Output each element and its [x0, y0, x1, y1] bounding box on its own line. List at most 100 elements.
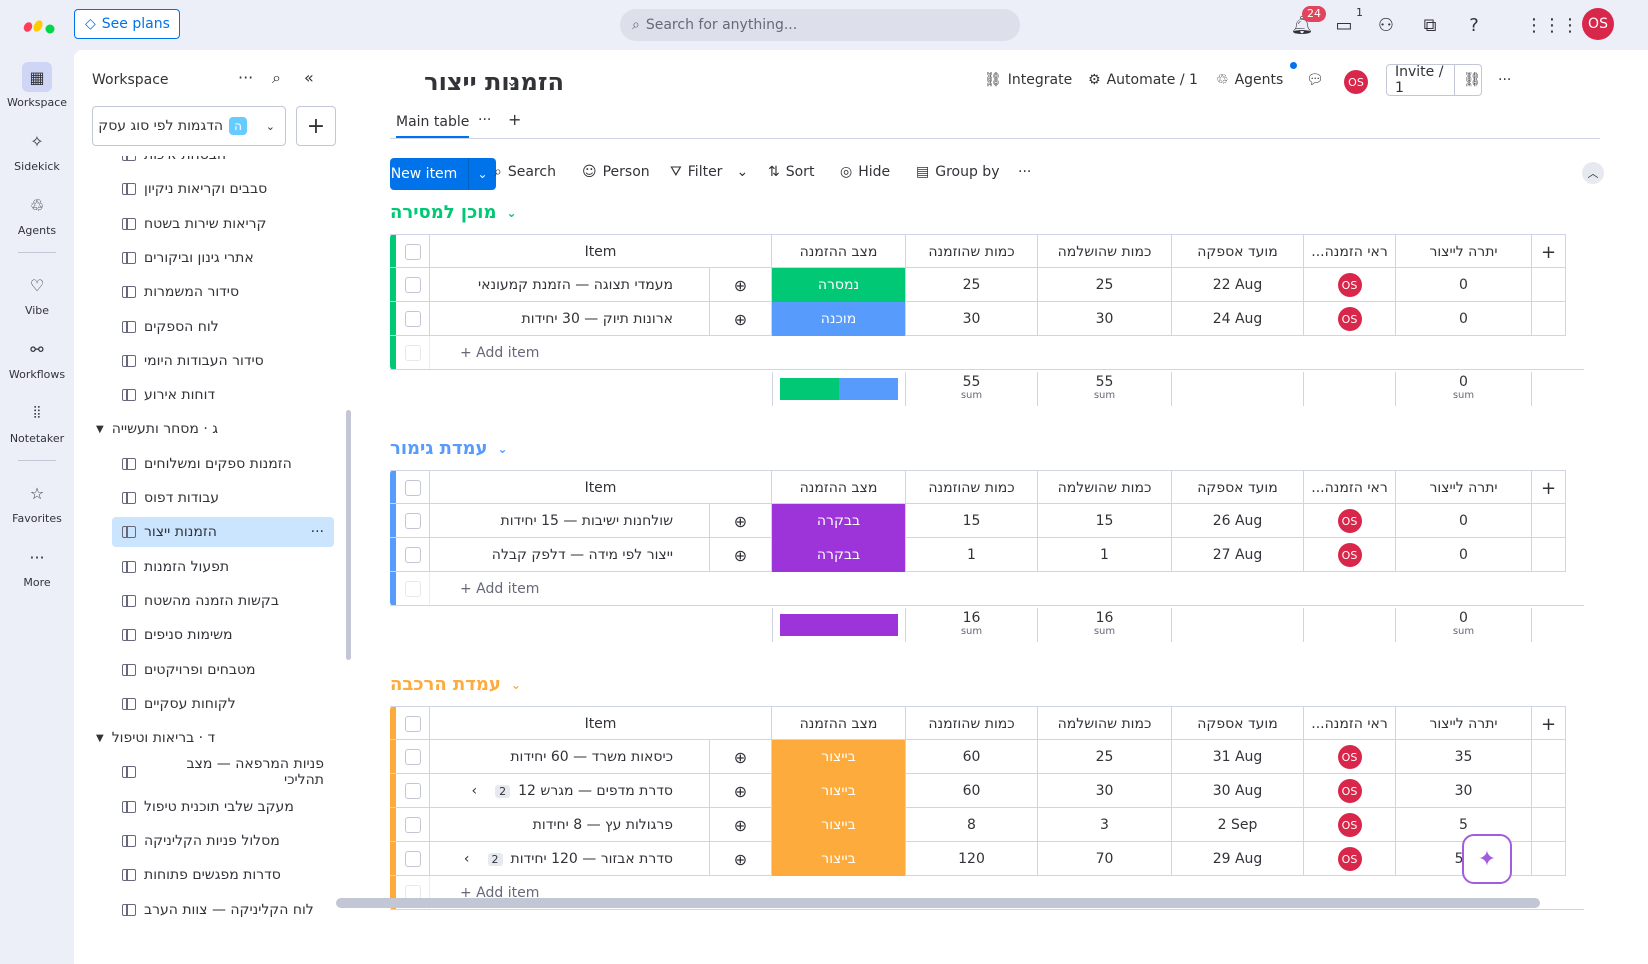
avatar[interactable]: OS [1337, 847, 1362, 871]
completed-cell[interactable]: 30 [1038, 302, 1172, 336]
status-label[interactable]: מוכנה [772, 302, 905, 336]
person-filter[interactable]: ☺ Person [582, 164, 650, 180]
completed-cell[interactable]: 3 [1038, 808, 1172, 842]
filter-tool[interactable]: ⛛ Filter ⌄ [670, 164, 749, 180]
agents-button[interactable]: ♲ Agents [1216, 72, 1284, 88]
checkbox[interactable] [404, 277, 421, 293]
automate-button[interactable]: ⚙ Automate / 1 [1088, 72, 1198, 88]
item-name-cell[interactable]: פרגולות עץ — 8 יחידות ⊕ [430, 808, 772, 842]
link-icon[interactable]: ⛓ [1463, 72, 1481, 88]
sidebar-item-board[interactable]: עבודות דפוס [112, 483, 334, 513]
sidebar-item-board[interactable]: לוח הקליניקה — צוות הערב [112, 895, 334, 925]
add-update-icon[interactable]: ⊕ [709, 268, 771, 302]
sidebar-item-board[interactable]: בקשות הזמנה מהשטח [112, 586, 334, 616]
table-row[interactable]: ייצור לפי מידה — דלפק קבלה ⊕ בבקרה 1 1 27 Aug… [390, 538, 1566, 572]
board-title[interactable]: הזמנות ייצור [424, 68, 564, 96]
owner-cell[interactable]: OS [1304, 740, 1396, 774]
checkbox[interactable] [404, 817, 421, 833]
sidebar-item-board[interactable]: סידור העבודות היומי [112, 346, 334, 376]
checkbox[interactable] [404, 244, 421, 260]
global-search-input[interactable]: ⌕ Search for anything... [620, 9, 1020, 41]
add-item-input[interactable]: + Add item [460, 344, 540, 361]
add-item-row[interactable]: + Add item [390, 336, 1584, 370]
checkbox[interactable] [404, 547, 421, 563]
sidebar-item-board[interactable]: דוחות אירוע [112, 380, 334, 410]
sidebar-item-board[interactable]: מסלול פניות הקליניקה [112, 826, 334, 856]
checkbox[interactable] [404, 716, 421, 732]
completed-cell[interactable]: 30 [1038, 774, 1172, 808]
row-checkbox[interactable] [396, 842, 430, 876]
owner-cell[interactable]: OS [1304, 774, 1396, 808]
checkbox[interactable] [404, 783, 421, 799]
add-column-button[interactable]: + [1532, 235, 1566, 269]
add-update-icon[interactable]: ⊕ [709, 504, 771, 538]
comment-icon[interactable]: 💬︎ [1306, 72, 1324, 88]
avatar[interactable]: OS [1337, 307, 1362, 331]
row-checkbox[interactable] [396, 268, 430, 302]
item-name[interactable]: סדרת מדפים — מגרש 12 [518, 783, 673, 799]
checkbox[interactable] [404, 749, 421, 765]
rail-notetaker[interactable]: ⦙⦙ Notetaker [0, 398, 74, 445]
table-row[interactable]: שולחנות ישיבות — 15 יחידות ⊕ בבקרה 15 15 26 A… [390, 504, 1566, 538]
item-name-cell[interactable]: סדרת אבזור — 120 יחידות 2 › ⊕ [430, 842, 772, 876]
more-options-icon[interactable]: ··· [238, 68, 254, 87]
item-name[interactable]: סדרת אבזור — 120 יחידות [510, 851, 673, 867]
table-row[interactable]: סדרת אבזור — 120 יחידות 2 › ⊕ בייצור 120 70 29 … [390, 842, 1566, 876]
sidebar-item-board[interactable]: מטבחים ופרויקטים [112, 655, 334, 685]
item-name-cell[interactable]: ייצור לפי מידה — דלפק קבלה ⊕ [430, 538, 772, 572]
add-update-icon[interactable]: ⊕ [709, 302, 771, 336]
row-checkbox[interactable] [396, 740, 430, 774]
expand-subitems-icon[interactable]: › [463, 851, 470, 867]
status-cell[interactable]: בבקרה [772, 538, 906, 572]
search-tool[interactable]: ⌕ Search [494, 164, 556, 180]
status-label[interactable]: בייצור [772, 808, 905, 842]
status-cell[interactable]: נמסרה [772, 268, 906, 302]
group-header[interactable]: ⌄ עמדת הרכבה [390, 674, 521, 695]
sidebar-item-board[interactable]: סבבים וקריאות ניקיון [112, 174, 334, 204]
chevron-down-icon[interactable]: ⌄ [506, 74, 518, 90]
completed-cell[interactable]: 25 [1038, 740, 1172, 774]
rail-sidekick[interactable]: ✧ Sidekick [0, 126, 74, 174]
sort-tool[interactable]: ⇅ Sort [768, 164, 815, 180]
collapse-sidebar-icon[interactable]: « [304, 68, 314, 87]
user-avatar[interactable]: OS [1582, 8, 1614, 40]
row-checkbox[interactable] [396, 504, 430, 538]
tab-main-table[interactable]: Main table [396, 114, 470, 138]
sidebar-item-board[interactable]: הזמנות ספקים ומשלוחים [112, 449, 334, 479]
expand-subitems-icon[interactable]: › [471, 783, 478, 799]
remaining-cell[interactable]: 5 [1396, 808, 1532, 842]
status-label[interactable]: בבקרה [772, 538, 905, 572]
avatar[interactable]: OS [1337, 779, 1362, 803]
checkbox[interactable] [404, 311, 421, 327]
item-name-cell[interactable]: שולחנות ישיבות — 15 יחידות ⊕ [430, 504, 772, 538]
row-checkbox[interactable] [396, 538, 430, 572]
avatar[interactable]: OS [1337, 813, 1362, 837]
due-cell[interactable]: 27 Aug [1172, 538, 1304, 572]
avatar[interactable]: OS [1337, 543, 1362, 567]
status-cell[interactable]: בייצור [772, 808, 906, 842]
owner-cell[interactable]: OS [1304, 538, 1396, 572]
remaining-cell[interactable]: 0 [1396, 268, 1532, 302]
checkbox[interactable] [404, 513, 421, 529]
avatar[interactable]: OS [1337, 509, 1362, 533]
item-name-cell[interactable]: סדרת מדפים — מגרש 12 2 › ⊕ [430, 774, 772, 808]
owner-cell[interactable]: OS [1304, 268, 1396, 302]
item-name[interactable]: כיסאות משרד — 60 יחידות [510, 749, 673, 765]
table-row[interactable]: פרגולות עץ — 8 יחידות ⊕ בייצור 8 3 2 Sep OS 5 [390, 808, 1566, 842]
remaining-cell[interactable]: 30 [1396, 774, 1532, 808]
board-owner-avatar[interactable]: OS [1344, 70, 1368, 94]
select-all-checkbox[interactable] [396, 471, 430, 505]
status-cell[interactable]: בייצור [772, 774, 906, 808]
item-name[interactable]: ייצור לפי מידה — דלפק קבלה [491, 547, 673, 563]
remaining-cell[interactable]: 0 [1396, 538, 1532, 572]
add-column-button[interactable]: + [1532, 471, 1566, 505]
sidebar-folder[interactable]: ▼ ד · בריאות וטיפול [96, 730, 216, 747]
ordered-cell[interactable]: 8 [906, 808, 1038, 842]
ordered-cell[interactable]: 15 [906, 504, 1038, 538]
item-name-cell[interactable]: ארונות תיוק — 30 יחידות ⊕ [430, 302, 772, 336]
sidebar-item-board[interactable]: קריאות שירות בשטח [112, 209, 334, 239]
status-cell[interactable]: בבקרה [772, 504, 906, 538]
status-summary[interactable] [772, 608, 906, 642]
rail-agents[interactable]: ♲ Agents [0, 190, 74, 238]
chevron-down-icon[interactable]: ⌄ [510, 677, 521, 692]
